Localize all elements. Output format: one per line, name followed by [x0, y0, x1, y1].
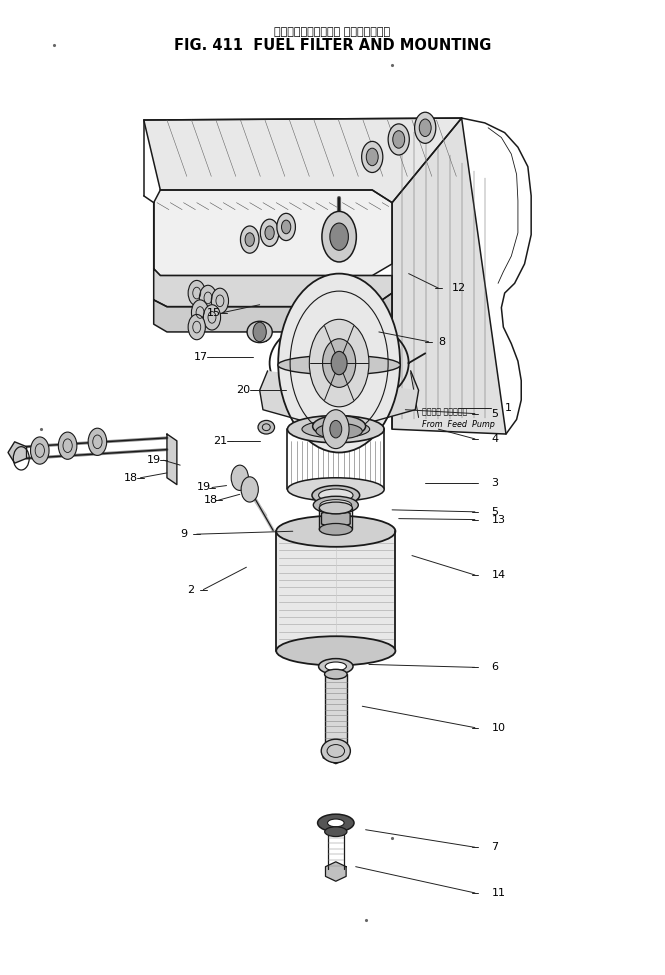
Ellipse shape — [318, 814, 354, 832]
Ellipse shape — [312, 486, 360, 505]
Text: 19: 19 — [197, 483, 211, 492]
Text: 5: 5 — [491, 507, 499, 517]
Text: 13: 13 — [491, 515, 505, 525]
Circle shape — [322, 212, 356, 262]
Ellipse shape — [313, 415, 366, 437]
Ellipse shape — [319, 502, 352, 514]
Ellipse shape — [247, 321, 272, 342]
Text: 10: 10 — [491, 722, 505, 732]
Circle shape — [265, 226, 274, 240]
Text: 20: 20 — [237, 385, 251, 395]
Circle shape — [203, 305, 221, 330]
Circle shape — [211, 289, 229, 314]
Polygon shape — [392, 118, 506, 434]
Circle shape — [31, 437, 49, 464]
Circle shape — [331, 351, 347, 374]
Text: 6: 6 — [491, 662, 499, 673]
Ellipse shape — [302, 420, 370, 438]
Ellipse shape — [320, 499, 352, 510]
Ellipse shape — [313, 496, 358, 514]
Circle shape — [323, 338, 356, 387]
Ellipse shape — [328, 819, 344, 827]
Polygon shape — [154, 190, 392, 276]
Text: 5: 5 — [491, 409, 499, 418]
Circle shape — [281, 220, 291, 234]
Circle shape — [241, 477, 258, 502]
Circle shape — [330, 223, 348, 251]
Circle shape — [188, 315, 205, 339]
Circle shape — [393, 131, 405, 148]
Circle shape — [278, 274, 400, 452]
Bar — [325, 674, 347, 748]
Text: 15: 15 — [207, 307, 221, 318]
Polygon shape — [323, 740, 348, 763]
Bar — [287, 429, 384, 489]
Ellipse shape — [287, 478, 384, 501]
Circle shape — [323, 410, 349, 449]
Polygon shape — [167, 434, 177, 485]
Text: 9: 9 — [180, 529, 188, 539]
Circle shape — [88, 428, 106, 455]
Circle shape — [388, 124, 410, 155]
Polygon shape — [321, 508, 350, 529]
Circle shape — [253, 322, 266, 341]
Polygon shape — [259, 370, 418, 429]
Circle shape — [245, 233, 254, 247]
Text: From  Feed  Pump: From Feed Pump — [422, 420, 495, 429]
Ellipse shape — [321, 739, 350, 762]
Ellipse shape — [316, 423, 362, 439]
Ellipse shape — [318, 399, 354, 411]
Ellipse shape — [319, 658, 353, 674]
Text: 3: 3 — [491, 478, 499, 488]
Ellipse shape — [325, 827, 347, 837]
Polygon shape — [325, 862, 346, 881]
Text: 1: 1 — [505, 403, 511, 412]
Text: FIG. 411  FUEL FILTER AND MOUNTING: FIG. 411 FUEL FILTER AND MOUNTING — [174, 38, 491, 53]
Text: フェルフィルタおよび マウンティング: フェルフィルタおよび マウンティング — [275, 27, 390, 37]
Circle shape — [414, 112, 436, 143]
Circle shape — [231, 465, 249, 490]
Circle shape — [260, 219, 279, 247]
Ellipse shape — [278, 355, 400, 374]
Text: 2: 2 — [187, 585, 194, 595]
Ellipse shape — [258, 420, 275, 434]
Circle shape — [188, 281, 205, 306]
Text: 12: 12 — [452, 283, 465, 293]
Text: 18: 18 — [203, 495, 217, 505]
Ellipse shape — [319, 524, 352, 535]
Ellipse shape — [325, 669, 347, 679]
Ellipse shape — [287, 415, 384, 443]
Circle shape — [309, 319, 369, 407]
Text: 21: 21 — [213, 436, 227, 446]
Text: フィード ポンプから: フィード ポンプから — [422, 408, 467, 416]
Text: 18: 18 — [124, 473, 138, 483]
Text: 19: 19 — [147, 455, 161, 465]
Text: 14: 14 — [491, 570, 505, 580]
Circle shape — [192, 300, 209, 325]
Polygon shape — [144, 118, 462, 203]
Ellipse shape — [276, 516, 396, 547]
Circle shape — [200, 286, 217, 311]
Circle shape — [362, 141, 383, 173]
Circle shape — [330, 420, 342, 438]
Ellipse shape — [276, 637, 396, 665]
Text: 7: 7 — [491, 842, 499, 852]
Polygon shape — [8, 442, 27, 463]
Text: 4: 4 — [491, 434, 499, 444]
Circle shape — [241, 226, 259, 254]
Ellipse shape — [311, 395, 360, 414]
Ellipse shape — [325, 662, 346, 671]
Text: 11: 11 — [491, 888, 505, 898]
Circle shape — [277, 214, 295, 241]
Text: 17: 17 — [194, 352, 207, 363]
Circle shape — [59, 432, 77, 459]
Text: 8: 8 — [438, 336, 446, 347]
Circle shape — [419, 119, 431, 137]
Polygon shape — [154, 293, 392, 332]
Ellipse shape — [319, 488, 353, 501]
Bar — [276, 531, 396, 651]
Circle shape — [366, 148, 378, 166]
Polygon shape — [154, 269, 392, 307]
